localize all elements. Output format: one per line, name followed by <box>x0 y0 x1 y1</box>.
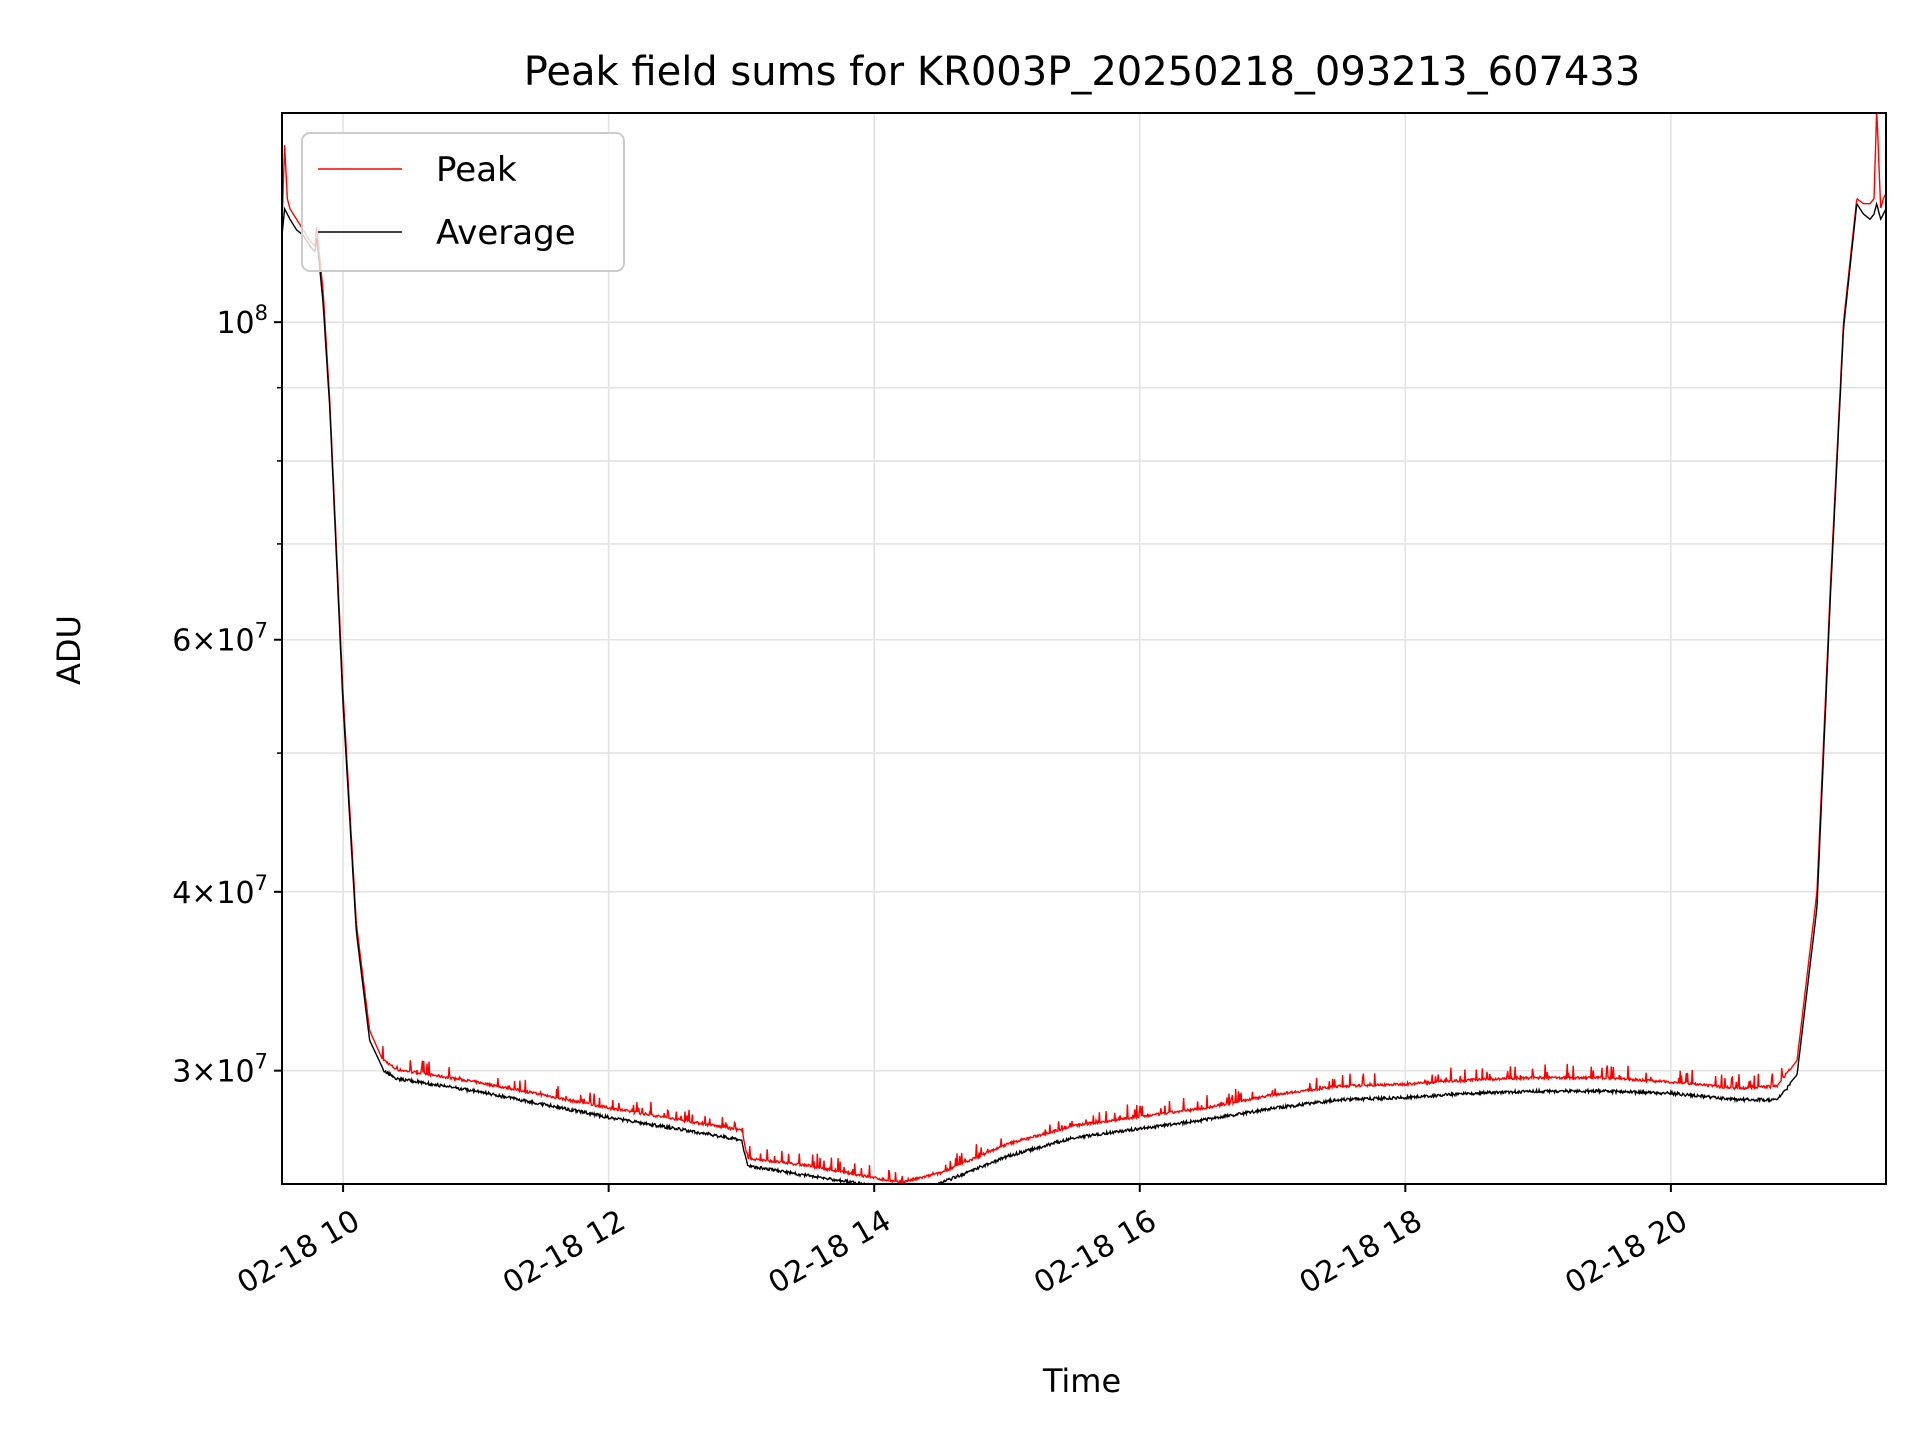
series-peak-line <box>282 113 1886 1184</box>
y-axis-label: ADU <box>50 615 88 685</box>
chart-title: Peak field sums for KR003P_20250218_0932… <box>524 49 1641 95</box>
y-axis: 108 6×107 4×107 3×107 <box>172 301 282 1090</box>
legend: Peak Average <box>301 132 625 272</box>
y-minor-grid <box>282 386 1886 754</box>
y-major-grid <box>282 321 1886 1072</box>
x-grid <box>342 113 1672 1184</box>
series-layer <box>282 113 1886 1184</box>
legend-label-average: Average <box>436 213 576 253</box>
y-tick-label: 6×107 <box>172 619 268 659</box>
legend-box <box>301 132 625 272</box>
axes-frame <box>281 112 1887 1185</box>
y-tick-label: 108 <box>216 301 268 341</box>
series-average-line <box>282 201 1886 1184</box>
y-tick-label: 3×107 <box>172 1050 268 1090</box>
plot-area <box>281 112 1887 1185</box>
legend-label-peak: Peak <box>436 150 517 190</box>
y-tick-label: 4×107 <box>172 871 268 911</box>
x-axis-label: Time <box>1042 1362 1121 1400</box>
